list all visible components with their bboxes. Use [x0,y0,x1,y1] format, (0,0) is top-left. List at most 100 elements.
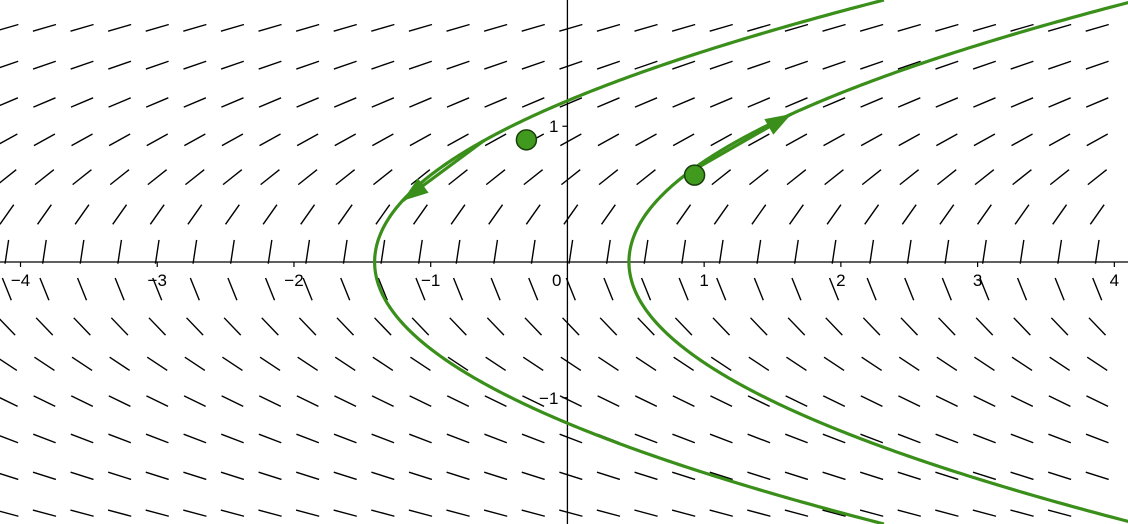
slope-segment [747,395,770,408]
slope-segment [750,317,768,336]
slope-segment [373,169,393,186]
slope-segment [415,277,426,301]
slope-segment [972,60,997,70]
slope-segment [34,169,55,186]
slope-segment [145,23,169,32]
slope-segment [1011,356,1033,372]
slope-segment [229,239,235,264]
slope-segment [822,509,846,517]
slope-segment [107,23,132,32]
initial-points[interactable] [515,129,706,186]
solution-curves [373,0,1128,524]
slope-segment [1089,204,1105,225]
slope-segment [408,23,433,32]
slope-segment [298,317,317,336]
slope-segment [521,97,545,108]
slope-segment [189,277,200,301]
slope-segment [710,356,732,372]
slope-segment [974,169,995,186]
slope-segment [446,60,470,70]
slope-segment [108,133,131,147]
slope-segment [258,471,282,481]
slope-segment [371,97,395,108]
slope-segment [972,509,997,517]
slope-segment [524,317,543,336]
slope-segment [596,23,621,32]
slope-segment [260,169,280,186]
slope-segment [869,239,875,264]
slope-segment [297,169,318,186]
slope-segment [1085,23,1109,32]
slope-segment [446,433,470,444]
slope-segment [259,133,281,147]
initial-point[interactable] [683,164,706,186]
slope-segment [973,97,996,108]
slope-segment [483,23,508,32]
slope-segment [559,60,583,70]
slope-segment [678,277,689,301]
slope-segment [784,60,809,70]
slope-segment [1,277,12,301]
slope-segment [258,97,282,108]
slope-segment [333,433,357,444]
slope-segment [74,204,90,225]
slope-segment [897,509,922,517]
slope-segment [672,395,695,408]
slope-segment [822,97,846,108]
slope-segment [786,169,807,186]
slope-segment [70,395,94,408]
slope-segment [901,204,917,225]
slope-segment [898,133,921,147]
slope-segment [71,356,93,372]
slope-segment [1016,277,1028,301]
slope-segment [183,433,207,444]
slope-segment [864,204,880,225]
slope-segment [862,317,881,336]
slope-segment [152,277,163,301]
slope-segment [522,395,545,408]
slope-segment [70,509,94,517]
slope-segment [146,133,169,147]
slope-segment [483,471,508,481]
x-tick-label: −2 [284,271,303,290]
slope-segment [936,356,958,372]
slope-segment [297,356,319,372]
slope-segment [828,277,840,301]
slope-segment [859,471,884,481]
slope-segment [634,509,658,517]
initial-point[interactable] [515,129,538,151]
slope-segment [976,204,992,225]
slope-segment [897,433,921,444]
slope-segment [335,169,356,186]
slope-segment [340,277,351,301]
x-tick-label: −4 [11,271,30,290]
slope-segment [262,204,278,225]
slope-segment [784,509,809,517]
slope-segment [149,204,165,225]
slope-segment [747,133,770,147]
slope-segment [1085,60,1109,70]
slope-segment [412,204,428,225]
slope-segment [73,317,91,336]
slope-segment [258,60,282,70]
slope-segment [747,433,771,444]
slope-segment [1054,277,1065,301]
slope-segment [108,433,132,444]
slope-segment [972,471,997,481]
slope-segment [333,97,357,108]
slope-segment [1086,356,1108,372]
slope-segment [636,169,656,186]
slope-segment [1049,356,1071,372]
slope-segment [860,395,883,408]
slope-segment [1010,23,1034,32]
slope-segment [71,133,93,147]
slope-segment [33,395,56,408]
slope-segment [1011,133,1033,147]
slope-segment [0,97,19,107]
slope-segment [562,317,580,336]
slope-segment [597,97,620,108]
slope-segment [222,169,243,186]
slope-segment [72,169,92,186]
slope-segment [1047,471,1072,481]
slope-segment [448,169,468,186]
